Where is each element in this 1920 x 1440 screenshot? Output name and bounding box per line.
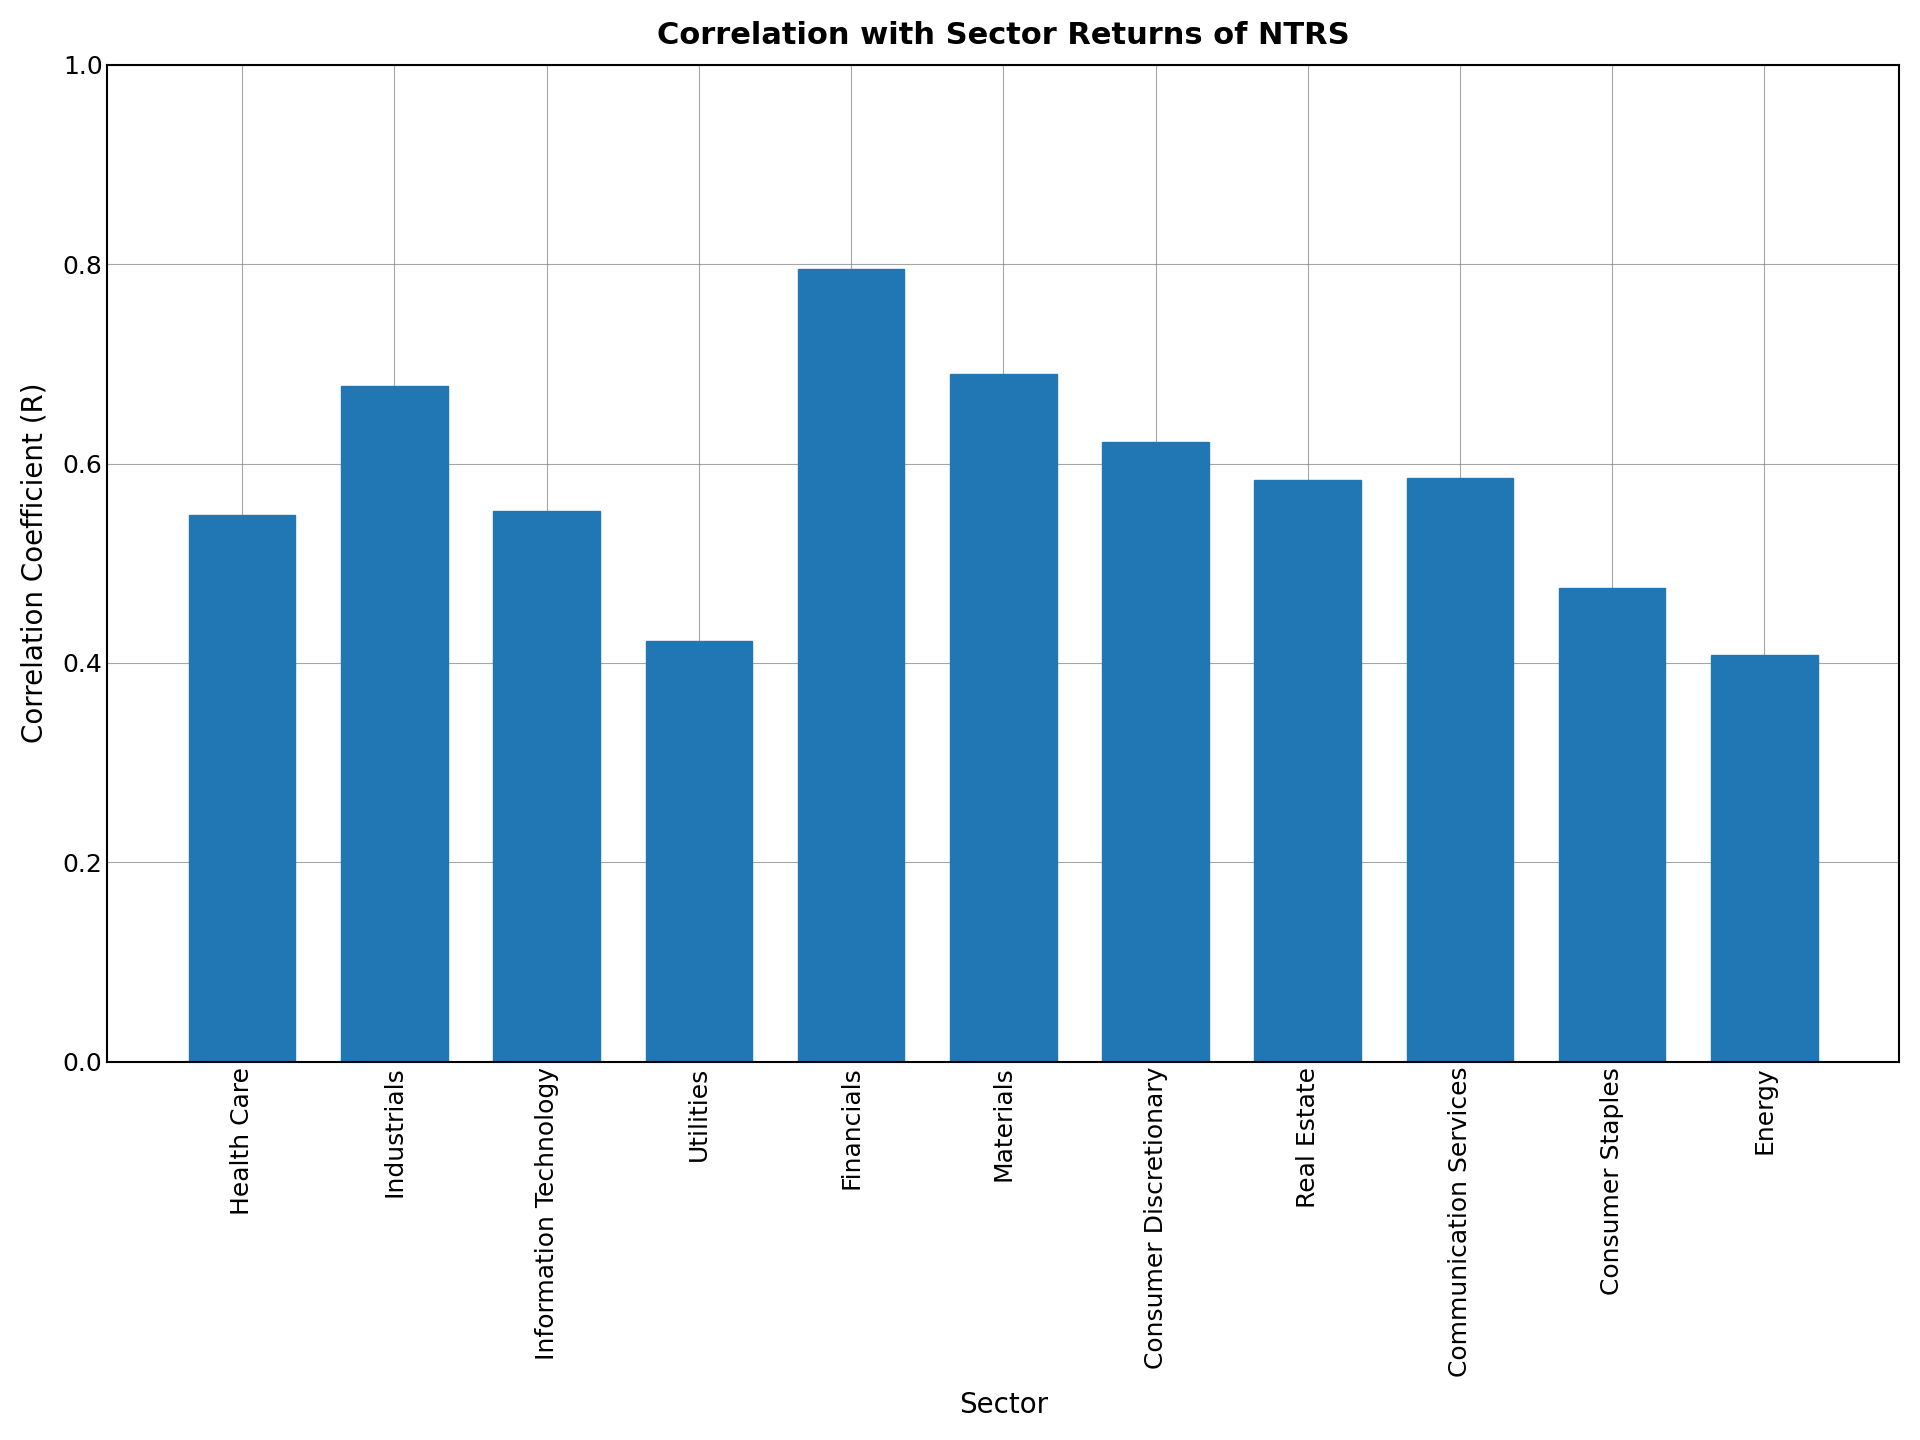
Bar: [799, 269, 904, 1061]
Bar: [1102, 442, 1210, 1061]
Bar: [188, 516, 296, 1061]
Y-axis label: Correlation Coefficient (R): Correlation Coefficient (R): [21, 383, 48, 743]
Bar: [1711, 655, 1818, 1061]
X-axis label: Sector: Sector: [958, 1391, 1048, 1420]
Bar: [342, 386, 447, 1061]
Bar: [645, 641, 753, 1061]
Bar: [950, 374, 1056, 1061]
Title: Correlation with Sector Returns of NTRS: Correlation with Sector Returns of NTRS: [657, 20, 1350, 50]
Bar: [1559, 588, 1665, 1061]
Bar: [1407, 478, 1513, 1061]
Bar: [1254, 481, 1361, 1061]
Bar: [493, 511, 599, 1061]
